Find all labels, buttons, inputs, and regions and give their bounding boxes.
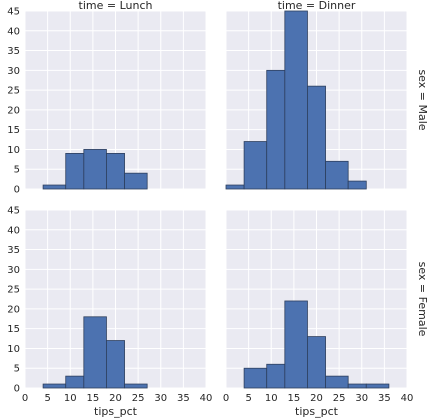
histogram-bar <box>65 152 85 190</box>
y-tick-label: 40 <box>7 225 20 236</box>
x-axis-label: tips_pct <box>94 405 138 418</box>
y-tick-label: 20 <box>7 105 20 116</box>
x-tick-label: 30 <box>355 393 368 404</box>
y-tick-label: 35 <box>7 46 20 57</box>
histogram-bar <box>266 363 286 389</box>
histogram-bar <box>243 141 268 190</box>
x-tick-label: 15 <box>288 393 301 404</box>
y-tick-label: 45 <box>7 7 20 18</box>
y-tick-label: 0 <box>14 384 20 395</box>
y-tick-label: 25 <box>7 285 20 296</box>
histogram-bar <box>266 69 286 190</box>
histogram-bar <box>42 383 67 389</box>
histogram-bar <box>325 160 349 190</box>
y-tick-label: 15 <box>7 324 20 335</box>
row-title: sex = Male <box>416 69 428 130</box>
y-tick-label: 45 <box>7 206 20 217</box>
histogram-bar <box>243 367 268 389</box>
y-tick-label: 25 <box>7 86 20 97</box>
x-tick-label: 0 <box>22 393 28 404</box>
y-tick-label: 30 <box>7 66 20 77</box>
histogram-bar <box>307 336 326 389</box>
histogram-bar <box>124 172 148 190</box>
y-tick-label: 30 <box>7 265 20 276</box>
x-axis-label: tips_pct <box>295 405 339 418</box>
x-tick-label: 20 <box>310 393 323 404</box>
y-tick-label: 15 <box>7 125 20 136</box>
x-tick-label: 10 <box>64 393 77 404</box>
histogram-bar <box>347 180 367 190</box>
histogram-bar <box>284 300 308 389</box>
row-title: sex = Female <box>416 262 428 337</box>
x-tick-label: 5 <box>245 393 251 404</box>
histogram-bar <box>124 383 148 389</box>
histogram-bar <box>83 316 107 389</box>
x-tick-label: 40 <box>200 393 213 404</box>
histogram-bar <box>65 375 85 389</box>
y-tick-label: 10 <box>7 344 20 355</box>
y-tick-label: 0 <box>14 185 20 196</box>
column-title: time = Dinner <box>278 0 356 12</box>
y-tick-label: 40 <box>7 26 20 37</box>
y-tick-label: 5 <box>14 165 20 176</box>
x-tick-label: 35 <box>177 393 190 404</box>
histogram-bar <box>365 383 390 389</box>
x-tick-label: 30 <box>154 393 167 404</box>
y-tick-label: 35 <box>7 245 20 256</box>
x-tick-label: 20 <box>109 393 122 404</box>
histogram-bar <box>347 383 367 389</box>
histogram-bar <box>106 340 125 389</box>
histogram-bar <box>42 184 67 190</box>
histogram-bar <box>325 375 349 389</box>
x-tick-label: 35 <box>378 393 391 404</box>
x-tick-label: 0 <box>223 393 229 404</box>
x-tick-label: 40 <box>401 393 414 404</box>
x-tick-label: 25 <box>333 393 346 404</box>
y-tick-label: 10 <box>7 145 20 156</box>
histogram-bar <box>83 149 107 190</box>
y-tick-label: 5 <box>14 364 20 375</box>
column-title: time = Lunch <box>79 0 153 12</box>
histogram-bar <box>284 10 308 190</box>
x-tick-label: 25 <box>132 393 145 404</box>
x-tick-label: 5 <box>44 393 50 404</box>
x-tick-label: 10 <box>265 393 278 404</box>
histogram-bar <box>106 152 125 190</box>
histogram-bar <box>307 85 326 190</box>
histogram-bar <box>225 184 245 190</box>
y-tick-label: 20 <box>7 304 20 315</box>
x-tick-label: 15 <box>87 393 100 404</box>
